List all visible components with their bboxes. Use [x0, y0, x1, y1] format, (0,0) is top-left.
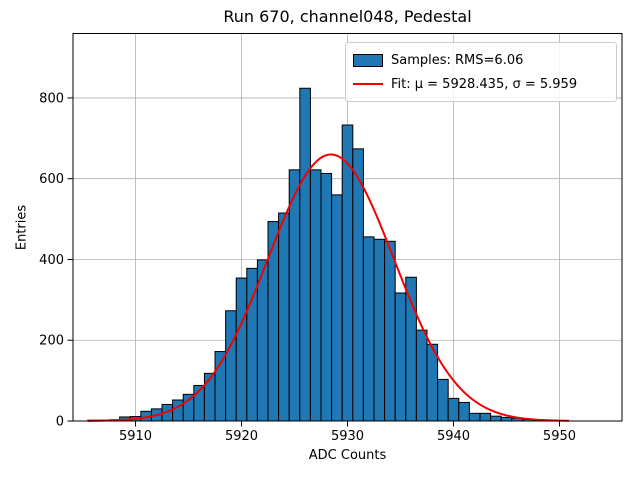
axis-ticks — [67, 97, 560, 427]
histogram-bar — [384, 240, 396, 422]
x-tick-label: 5930 — [331, 429, 364, 444]
histogram-bars — [87, 87, 555, 422]
histogram-bar — [373, 238, 386, 422]
x-tick-label: 5920 — [225, 429, 258, 444]
histogram-bar — [320, 172, 333, 422]
histogram-bar — [394, 292, 407, 422]
legend-entry-samples: Samples: RMS=6.06 — [353, 48, 608, 72]
histogram-bar — [267, 221, 280, 422]
histogram-swatch-icon — [353, 53, 383, 67]
y-tick-label: 200 — [39, 334, 64, 349]
histogram-bar — [468, 412, 481, 422]
histogram-bar — [288, 169, 301, 422]
histogram-bar — [458, 401, 470, 422]
histogram-bar — [352, 148, 364, 422]
chart-title: Run 670, channel048, Pedestal — [223, 7, 472, 26]
y-axis-label: Entries — [14, 204, 30, 251]
histogram-bar — [447, 397, 460, 422]
histogram-bar — [362, 236, 375, 422]
y-tick-label: 800 — [39, 91, 64, 106]
histogram-bar — [225, 310, 237, 422]
legend-samples-label: Samples: RMS=6.06 — [391, 52, 524, 68]
x-axis-label: ADC Counts — [308, 448, 387, 463]
legend-entry-fit: Fit: μ = 5928.435, σ = 5.959 — [353, 72, 608, 96]
histogram-bar — [309, 169, 322, 422]
histogram-bar — [203, 372, 216, 422]
legend-fit-label: Fit: μ = 5928.435, σ = 5.959 — [391, 76, 578, 92]
tick-labels: 5910 5920 5930 5940 5950 0 200 400 600 800 — [39, 91, 576, 444]
histogram-bar — [500, 416, 513, 422]
histogram-bar — [479, 412, 492, 422]
histogram-bar — [437, 378, 449, 422]
histogram-bar — [172, 399, 184, 422]
fit-line-swatch-icon — [353, 82, 383, 86]
x-tick-label: 5950 — [543, 429, 576, 444]
histogram-bar — [415, 329, 428, 422]
histogram-bar — [331, 194, 343, 422]
x-tick-label: 5910 — [119, 429, 152, 444]
histogram-bar — [278, 212, 290, 422]
histogram-bar — [405, 276, 417, 422]
histogram-bar — [235, 277, 248, 422]
x-tick-label: 5940 — [437, 429, 470, 444]
y-tick-label: 400 — [39, 253, 64, 268]
y-tick-label: 600 — [39, 172, 64, 187]
legend: Samples: RMS=6.06 Fit: μ = 5928.435, σ =… — [345, 42, 617, 102]
histogram-bar — [299, 87, 311, 422]
fit-curve — [87, 153, 570, 422]
y-tick-label: 0 — [56, 415, 64, 430]
histogram-bar — [490, 415, 502, 422]
